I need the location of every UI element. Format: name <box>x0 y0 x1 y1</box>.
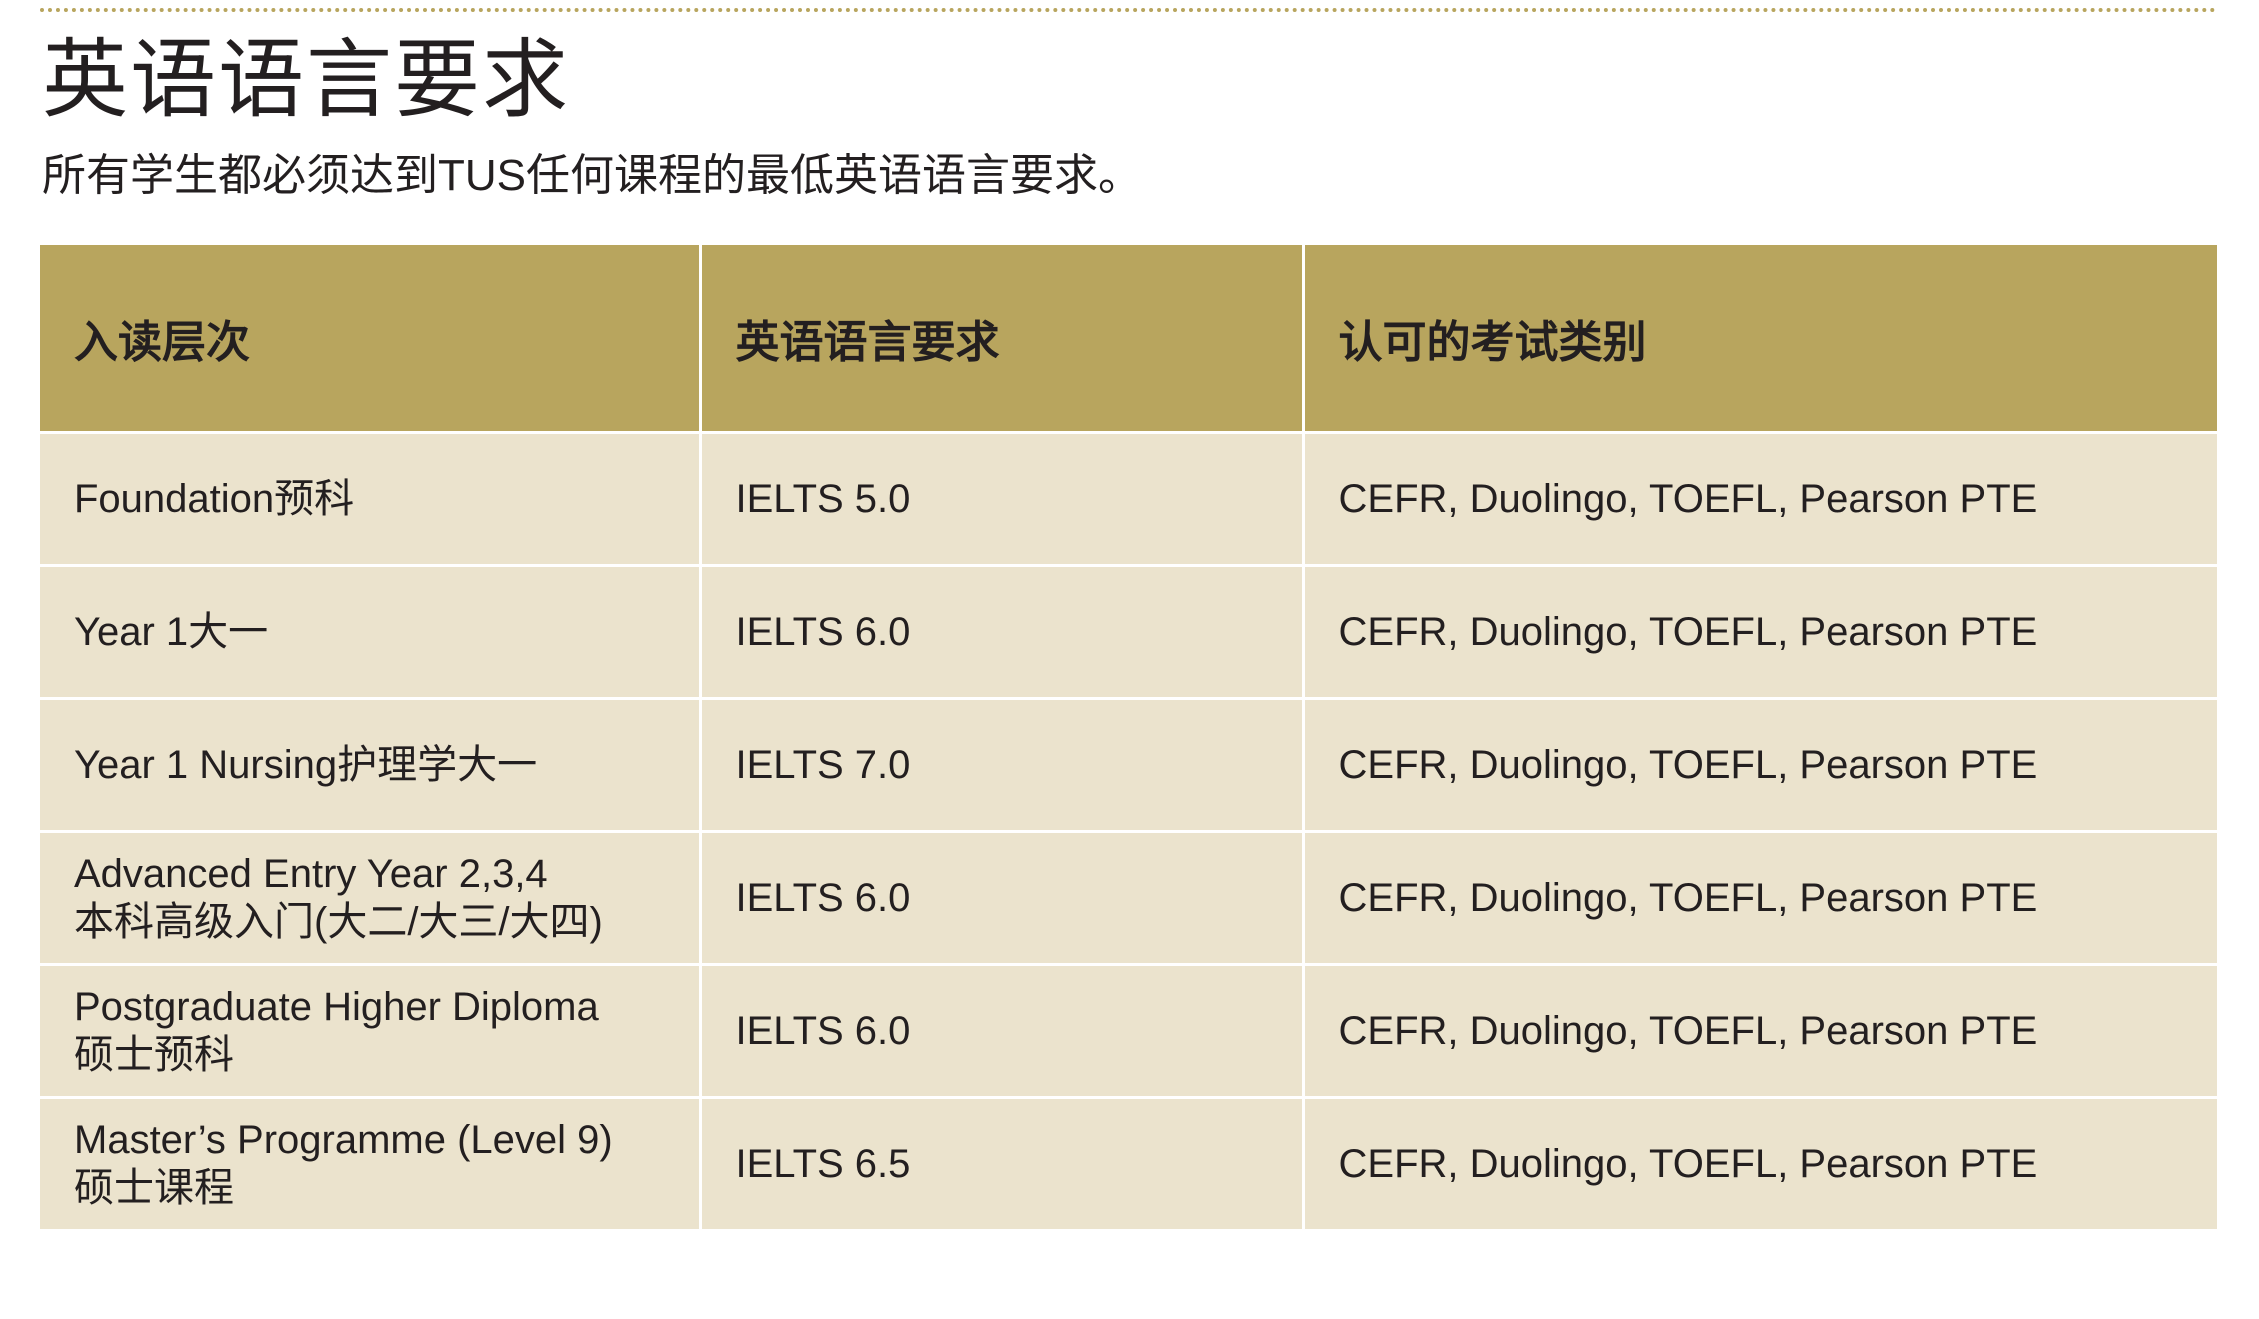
cell-tests: CEFR, Duolingo, TOEFL, Pearson PTE <box>1301 564 2217 700</box>
level-text-cn: 硕士预科 <box>74 1033 234 1077</box>
cell-level: Advanced Entry Year 2,3,4 本科高级入门(大二/大三/大四… <box>40 830 702 966</box>
level-text-cn: 硕士课程 <box>74 1166 234 1210</box>
cell-requirement: IELTS 6.0 <box>698 963 1305 1099</box>
table-row: Postgraduate Higher Diploma 硕士预科 IELTS 6.0… <box>40 963 2217 1099</box>
level-text: Postgraduate Higher Diploma <box>74 985 599 1029</box>
cell-tests: CEFR, Duolingo, TOEFL, Pearson PTE <box>1301 431 2217 567</box>
cell-requirement: IELTS 6.0 <box>698 830 1305 966</box>
cell-requirement: IELTS 7.0 <box>698 697 1305 833</box>
header-tests: 认可的考试类别 <box>1301 245 2217 434</box>
cell-requirement: IELTS 6.5 <box>698 1096 1305 1232</box>
cell-requirement: IELTS 6.0 <box>698 564 1305 700</box>
cell-tests: CEFR, Duolingo, TOEFL, Pearson PTE <box>1301 697 2217 833</box>
table-header-row: 入读层次 英语语言要求 认可的考试类别 <box>40 245 2217 434</box>
level-text: Year 1 Nursing护理学大一 <box>74 743 538 787</box>
table-row: Advanced Entry Year 2,3,4 本科高级入门(大二/大三/大四… <box>40 830 2217 966</box>
cell-tests: CEFR, Duolingo, TOEFL, Pearson PTE <box>1301 830 2217 966</box>
cell-level: Master’s Programme (Level 9) 硕士课程 <box>40 1096 702 1232</box>
cell-tests: CEFR, Duolingo, TOEFL, Pearson PTE <box>1301 1096 2217 1232</box>
table-row: Foundation预科 IELTS 5.0 CEFR, Duolingo, TOE… <box>40 431 2217 567</box>
requirements-table: 入读层次 英语语言要求 认可的考试类别 Foundation预科 IELTS 5.… <box>40 245 2217 1232</box>
level-text: Year 1大一 <box>74 610 269 654</box>
header-requirement: 英语语言要求 <box>698 245 1305 434</box>
page-title: 英语语言要求 <box>42 32 570 128</box>
cell-level: Foundation预科 <box>40 431 702 567</box>
cell-level: Postgraduate Higher Diploma 硕士预科 <box>40 963 702 1099</box>
table-row: Year 1大一 IELTS 6.0 CEFR, Duolingo, TOEFL, … <box>40 564 2217 700</box>
page-subtitle: 所有学生都必须达到TUS任何课程的最低英语语言要求。 <box>42 151 1142 200</box>
cell-level: Year 1 Nursing护理学大一 <box>40 697 702 833</box>
dotted-divider <box>40 8 2217 12</box>
cell-level: Year 1大一 <box>40 564 702 700</box>
cell-tests: CEFR, Duolingo, TOEFL, Pearson PTE <box>1301 963 2217 1099</box>
table-row: Master’s Programme (Level 9) 硕士课程 IELTS 6.… <box>40 1096 2217 1232</box>
level-text: Foundation预科 <box>74 477 355 521</box>
header-level: 入读层次 <box>40 245 702 434</box>
level-text: Advanced Entry Year 2,3,4 <box>74 852 548 896</box>
level-text-cn: 本科高级入门(大二/大三/大四) <box>74 900 603 944</box>
table-row: Year 1 Nursing护理学大一 IELTS 7.0 CEFR, Duolin… <box>40 697 2217 833</box>
cell-requirement: IELTS 5.0 <box>698 431 1305 567</box>
level-text: Master’s Programme (Level 9) <box>74 1118 613 1162</box>
